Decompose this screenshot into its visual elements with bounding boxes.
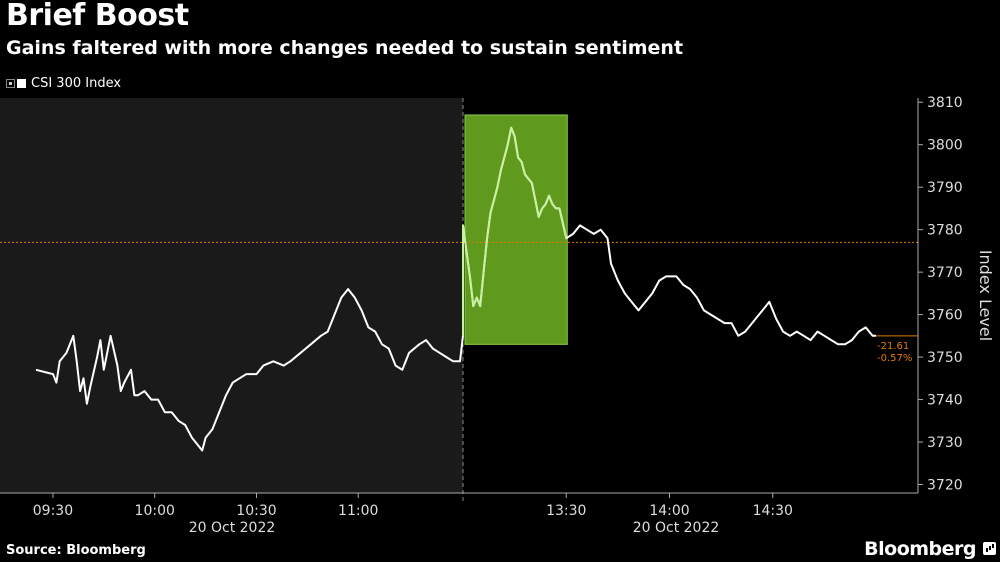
y-tick-label: 3790	[927, 180, 963, 196]
x-tick-label: 09:30	[33, 503, 73, 519]
y-tick-label: 3810	[927, 95, 963, 111]
series-line-highlighted	[462, 126, 568, 336]
y-tick-label: 3770	[927, 265, 963, 281]
legend: CSI 300 Index	[6, 76, 121, 91]
x-tick-label: 11:00	[338, 503, 378, 519]
annotation-change: -21.61	[877, 341, 909, 352]
annotation-percent: -0.57%	[877, 353, 912, 364]
chart-title: Brief Boost	[6, 0, 189, 33]
y-tick-label: 3800	[927, 138, 963, 154]
legend-label: CSI 300 Index	[31, 76, 122, 91]
x-tick-label: 10:00	[135, 503, 175, 519]
brand-logo: Bloomberg	[864, 538, 976, 560]
source-note: Source: Bloomberg	[6, 543, 146, 558]
x-tick-label: 14:00	[649, 503, 689, 519]
date-label-morning: 20 Oct 2022	[189, 520, 276, 536]
y-tick-label: 3750	[927, 350, 963, 366]
x-tick-label: 14:30	[753, 503, 793, 519]
y-tick-label: 3740	[927, 393, 963, 409]
chart-icon	[983, 542, 996, 555]
x-tick-label: 10:30	[236, 503, 276, 519]
y-tick-label: 3760	[927, 308, 963, 324]
x-tick-label: 13:30	[546, 503, 586, 519]
date-label-afternoon: 20 Oct 2022	[633, 520, 720, 536]
legend-swatch	[17, 79, 26, 88]
chart-subtitle: Gains faltered with more changes needed …	[6, 37, 684, 59]
highlight-box	[464, 114, 568, 345]
morning-session-background	[0, 98, 463, 493]
legend-toggle-icon[interactable]	[6, 79, 15, 88]
y-axis-label: Index Level	[976, 250, 995, 341]
y-tick-label: 3780	[927, 223, 963, 239]
y-tick-label: 3730	[927, 435, 963, 451]
y-tick-label: 3720	[927, 478, 963, 494]
